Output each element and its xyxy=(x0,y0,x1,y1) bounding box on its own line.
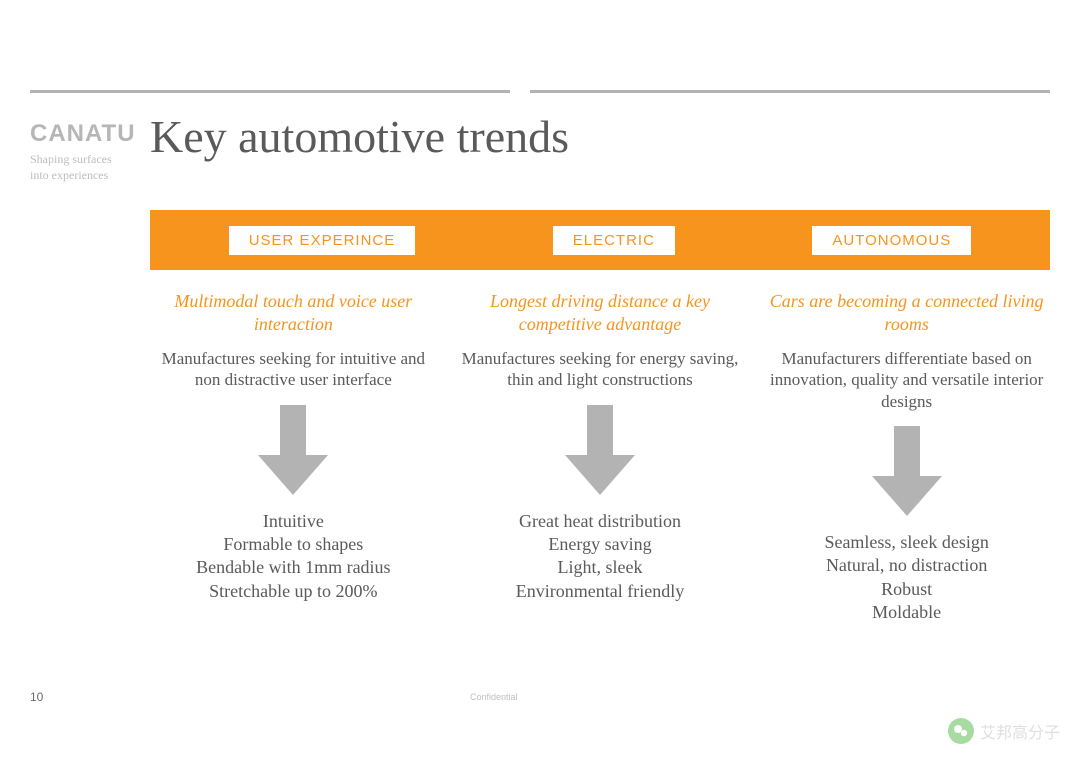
divider-left xyxy=(30,90,510,93)
divider-right xyxy=(530,90,1050,93)
confidential-label: Confidential xyxy=(470,692,518,702)
top-divider xyxy=(30,90,1050,93)
page-number: 10 xyxy=(30,690,43,704)
col-heading: Multimodal touch and voice user interact… xyxy=(150,290,437,338)
col-subtext: Manufacturers differentiate based on inn… xyxy=(763,348,1050,412)
down-arrow-icon xyxy=(258,405,328,500)
col-subtext: Manufactures seeking for energy saving, … xyxy=(457,348,744,391)
col-bullets: IntuitiveFormable to shapesBendable with… xyxy=(196,510,390,604)
col-heading: Cars are becoming a connected living roo… xyxy=(763,290,1050,338)
watermark-text: 艾邦高分子 xyxy=(980,719,1060,743)
tab-electric: ELECTRIC xyxy=(553,226,675,255)
brand-tagline: Shaping surfaces into experiences xyxy=(30,152,130,183)
content-columns: Multimodal touch and voice user interact… xyxy=(150,290,1050,624)
watermark: 艾邦高分子 xyxy=(948,718,1060,744)
tab-autonomous: AUTONOMOUS xyxy=(812,226,971,255)
column-autonomous: Cars are becoming a connected living roo… xyxy=(763,290,1050,624)
sidebar: CANATU Shaping surfaces into experiences xyxy=(30,120,130,183)
wechat-icon xyxy=(948,718,974,744)
page-title: Key automotive trends xyxy=(150,110,569,163)
tab-user-experience: USER EXPERINCE xyxy=(229,226,416,255)
col-bullets: Great heat distributionEnergy savingLigh… xyxy=(516,510,684,604)
col-subtext: Manufactures seeking for intuitive and n… xyxy=(150,348,437,391)
col-bullets: Seamless, sleek designNatural, no distra… xyxy=(824,531,988,625)
column-user-experience: Multimodal touch and voice user interact… xyxy=(150,290,437,624)
category-bar: USER EXPERINCE ELECTRIC AUTONOMOUS xyxy=(150,210,1050,270)
down-arrow-icon xyxy=(872,426,942,521)
down-arrow-icon xyxy=(565,405,635,500)
column-electric: Longest driving distance a key competiti… xyxy=(457,290,744,624)
col-heading: Longest driving distance a key competiti… xyxy=(457,290,744,338)
brand-logo: CANATU xyxy=(30,120,130,148)
